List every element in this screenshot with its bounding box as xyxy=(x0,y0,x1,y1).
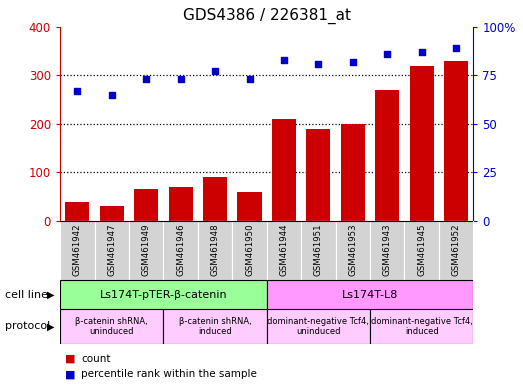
Bar xyxy=(237,192,262,221)
Bar xyxy=(301,221,336,280)
Point xyxy=(245,76,254,82)
Bar xyxy=(267,221,301,280)
Bar xyxy=(60,309,163,344)
Text: percentile rank within the sample: percentile rank within the sample xyxy=(81,369,257,379)
Bar xyxy=(306,129,331,221)
Point xyxy=(452,45,460,51)
Bar xyxy=(375,90,399,221)
Text: GSM461943: GSM461943 xyxy=(383,223,392,276)
Text: GSM461946: GSM461946 xyxy=(176,223,185,276)
Bar xyxy=(203,177,227,221)
Point xyxy=(142,76,151,82)
Bar xyxy=(95,221,129,280)
Text: GSM461949: GSM461949 xyxy=(142,223,151,276)
Text: ■: ■ xyxy=(65,369,76,379)
Point xyxy=(349,59,357,65)
Text: protocol: protocol xyxy=(5,321,51,331)
Bar xyxy=(65,202,89,221)
Bar xyxy=(336,221,370,280)
Bar xyxy=(272,119,296,221)
Bar xyxy=(410,66,434,221)
Text: ■: ■ xyxy=(65,354,76,364)
Text: β-catenin shRNA,
induced: β-catenin shRNA, induced xyxy=(179,317,252,336)
Text: GSM461947: GSM461947 xyxy=(107,223,116,276)
Bar xyxy=(232,221,267,280)
Bar xyxy=(267,280,473,309)
Text: GSM461942: GSM461942 xyxy=(73,223,82,276)
Bar xyxy=(444,61,468,221)
Bar xyxy=(60,221,95,280)
Text: GSM461948: GSM461948 xyxy=(211,223,220,276)
Text: GSM461950: GSM461950 xyxy=(245,223,254,276)
Bar xyxy=(370,221,404,280)
Text: count: count xyxy=(81,354,110,364)
Point xyxy=(280,57,288,63)
Text: GSM461952: GSM461952 xyxy=(451,223,461,276)
Point xyxy=(176,76,185,82)
Text: GSM461951: GSM461951 xyxy=(314,223,323,276)
Bar xyxy=(100,206,124,221)
Bar xyxy=(60,280,267,309)
Bar xyxy=(163,309,267,344)
Bar xyxy=(129,221,163,280)
Bar xyxy=(404,221,439,280)
Point xyxy=(211,68,219,74)
Text: dominant-negative Tcf4,
uninduced: dominant-negative Tcf4, uninduced xyxy=(267,317,369,336)
Text: ▶: ▶ xyxy=(48,321,55,331)
Text: Ls174T-L8: Ls174T-L8 xyxy=(342,290,398,300)
Bar xyxy=(163,221,198,280)
Text: GSM461953: GSM461953 xyxy=(348,223,357,276)
Point xyxy=(383,51,391,57)
Bar xyxy=(134,189,158,221)
Text: ▶: ▶ xyxy=(48,290,55,300)
Point xyxy=(314,61,323,67)
Text: cell line: cell line xyxy=(5,290,48,300)
Bar xyxy=(439,221,473,280)
Point xyxy=(417,49,426,55)
Bar xyxy=(341,124,365,221)
Bar xyxy=(198,221,232,280)
Text: GSM461944: GSM461944 xyxy=(279,223,289,276)
Text: GSM461945: GSM461945 xyxy=(417,223,426,276)
Text: dominant-negative Tcf4,
induced: dominant-negative Tcf4, induced xyxy=(371,317,473,336)
Title: GDS4386 / 226381_at: GDS4386 / 226381_at xyxy=(183,8,351,24)
Bar xyxy=(267,309,370,344)
Text: Ls174T-pTER-β-catenin: Ls174T-pTER-β-catenin xyxy=(99,290,228,300)
Text: β-catenin shRNA,
uninduced: β-catenin shRNA, uninduced xyxy=(75,317,148,336)
Bar xyxy=(370,309,473,344)
Point xyxy=(108,92,116,98)
Point xyxy=(73,88,82,94)
Bar xyxy=(168,187,192,221)
